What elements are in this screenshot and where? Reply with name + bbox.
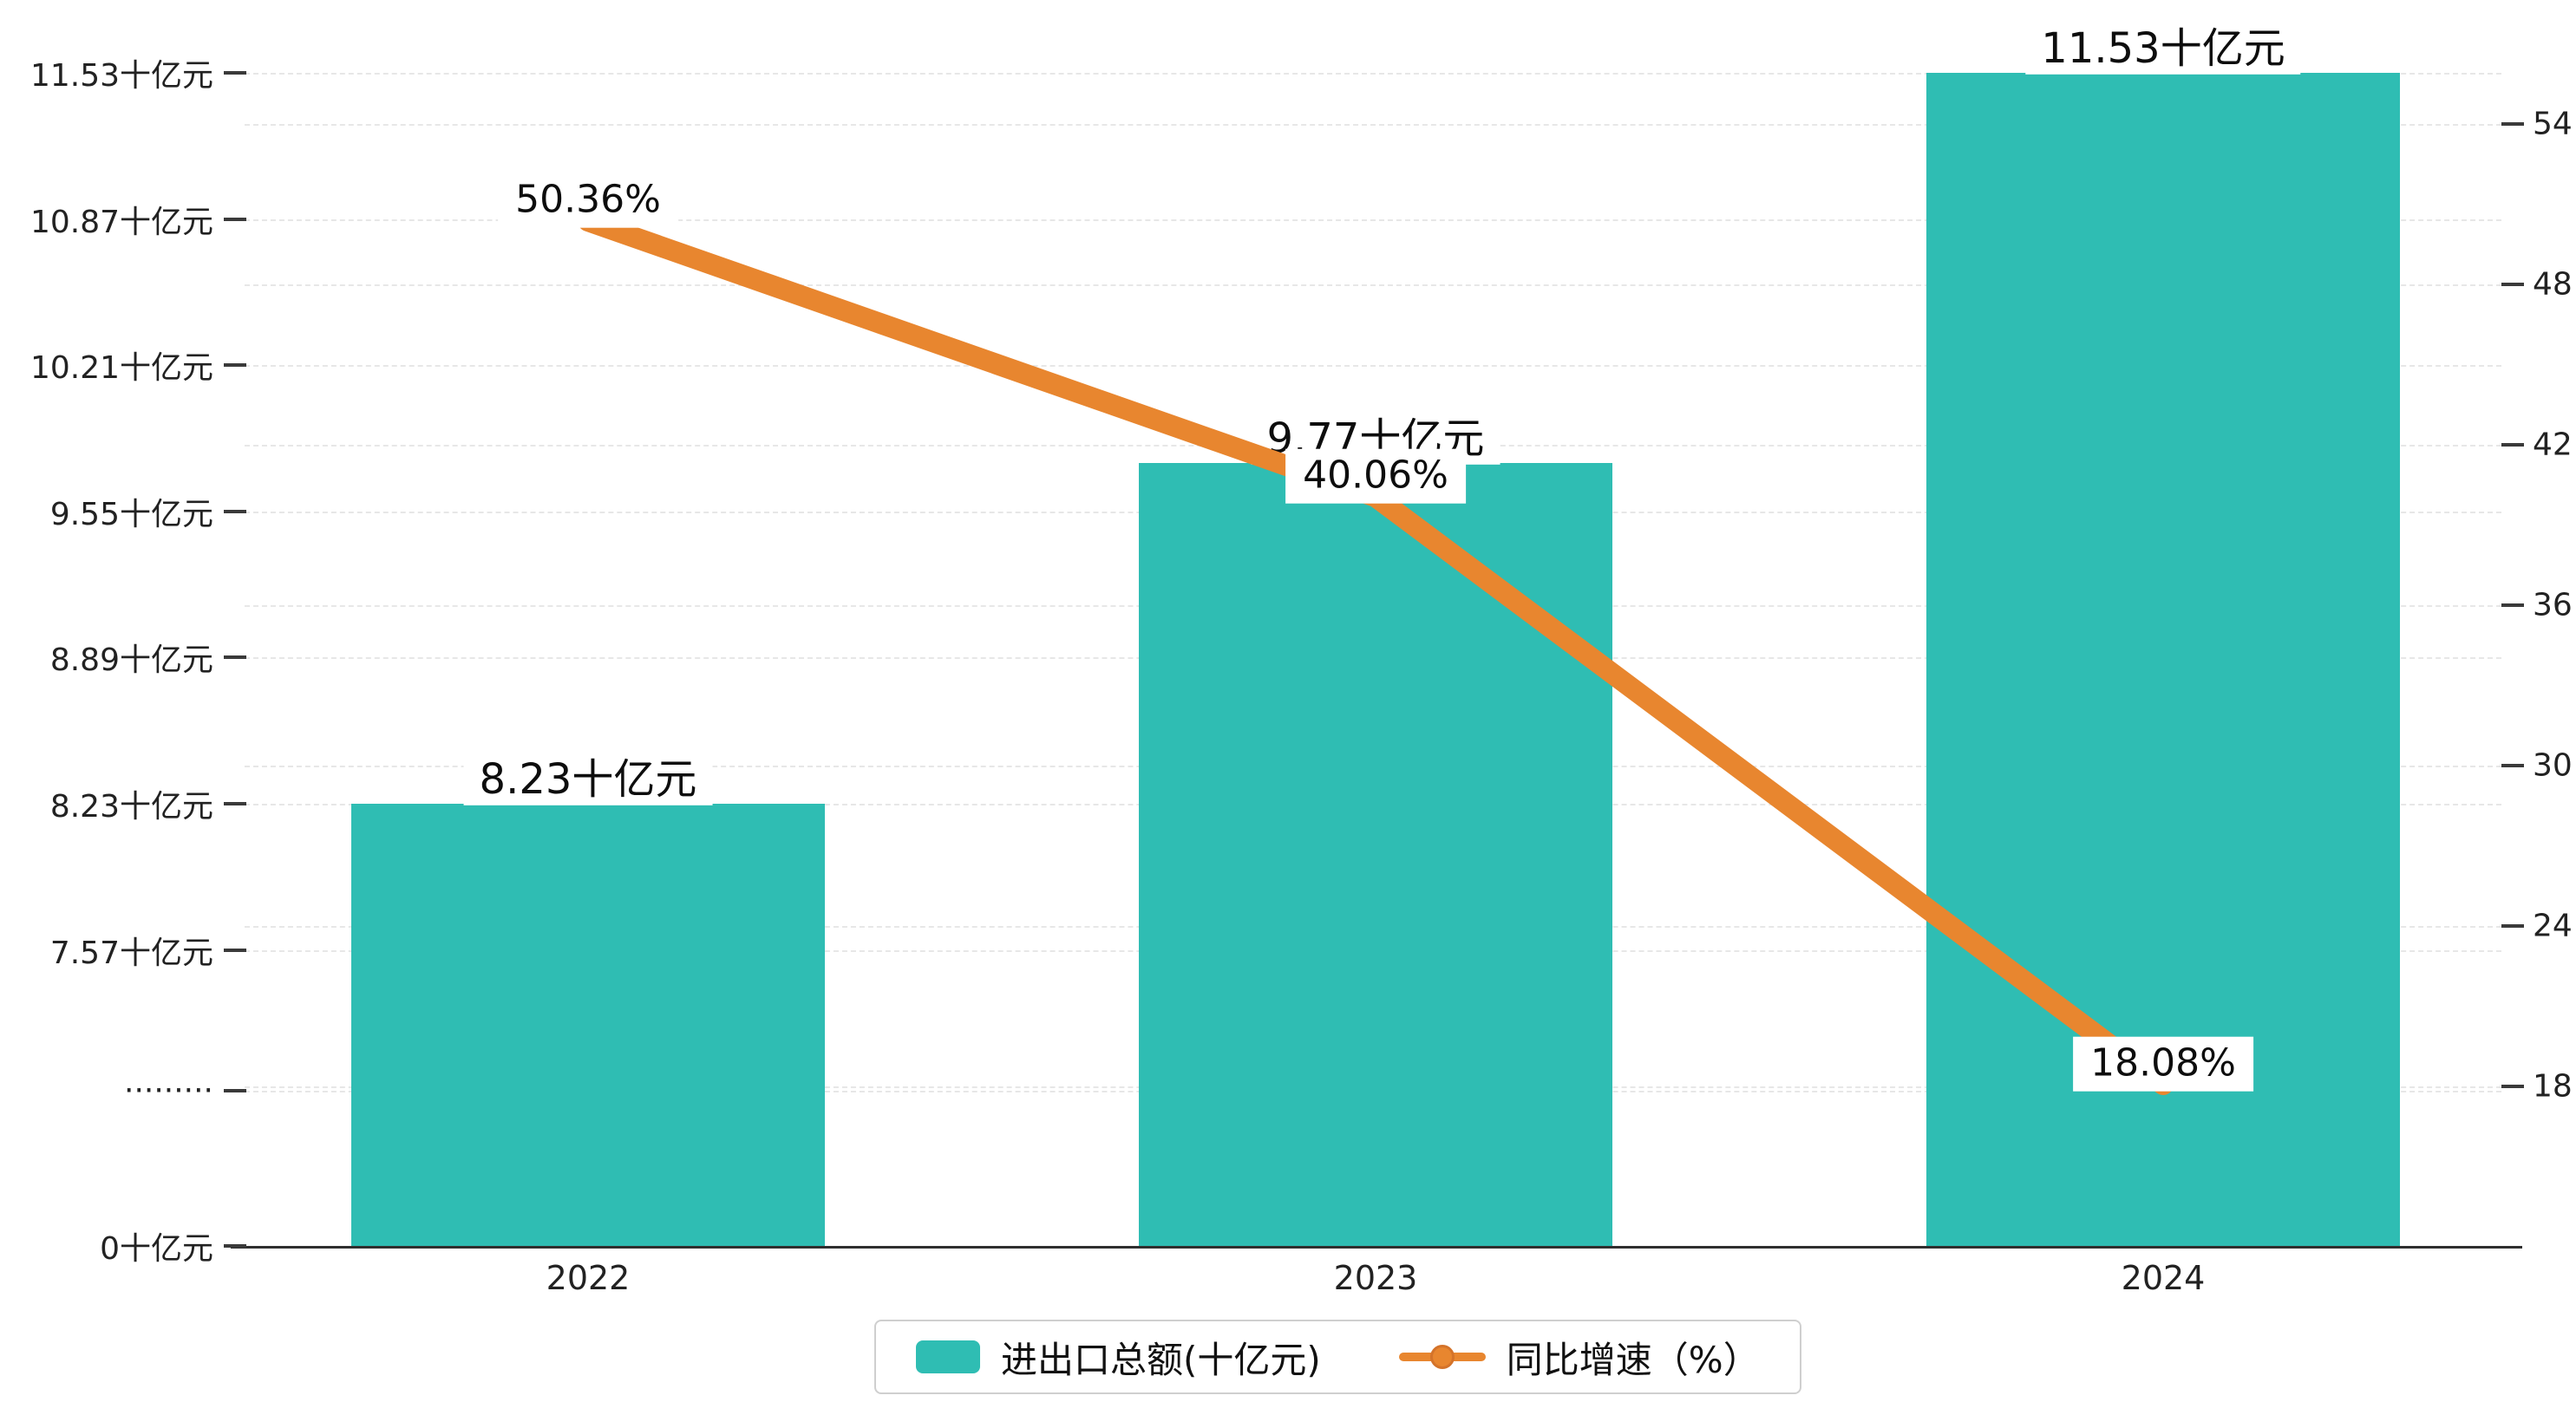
right-axis-tick-label: 24 [2533,908,2573,944]
right-axis-tick-mark [2501,764,2524,767]
left-axis-tick-mark [224,363,246,367]
right-axis-tick-mark [2501,1085,2524,1088]
x-axis-category-label: 2023 [1333,1259,1418,1297]
bar-value-label-2022: 8.23十亿元 [463,753,713,805]
right-axis-tick-label: 36 [2533,587,2573,623]
left-axis-tick-label: 8.89十亿元 [49,642,213,678]
legend-item-bar-series[interactable]: 进出口总额(十亿元) [916,1331,1321,1384]
right-axis-tick-mark [2501,924,2524,928]
left-axis-break-label: ········· [124,1073,213,1109]
bar-2023 [1139,463,1612,1246]
x-axis-category-label: 2024 [2121,1259,2206,1297]
right-axis-tick-label: 48 [2533,266,2573,303]
legend-line-label: 同比增速（%） [1506,1338,1760,1381]
gridline-left-axis [245,73,2501,75]
legend-line-marker-icon [1398,1338,1486,1376]
line-value-label-2022: 50.36% [498,173,678,228]
left-axis-tick-label: 8.23十亿元 [49,789,213,825]
left-axis-tick-mark [224,510,246,513]
left-axis-tick-label: 10.87十亿元 [29,205,213,240]
bar-2022 [351,804,825,1246]
right-axis-tick-label: 18 [2533,1068,2573,1105]
left-axis-tick-mark [224,802,246,805]
right-axis-tick-label: 54 [2533,106,2573,142]
left-axis-tick-mark [224,1089,246,1092]
left-axis-tick-mark [224,71,246,75]
left-axis-tick-mark [224,1244,246,1248]
right-axis-tick-mark [2501,122,2524,126]
left-axis-tick-mark [224,218,246,221]
left-axis-tick-mark [224,655,246,659]
left-axis-tick-label: 11.53十亿元 [29,58,213,94]
line-value-label-2024: 18.08% [2073,1036,2253,1092]
x-axis-category-label: 2022 [546,1259,631,1297]
legend-item-line-series[interactable]: 同比增速（%） [1398,1331,1760,1384]
gridline-right-axis [245,124,2501,126]
legend-bar-label: 进出口总额(十亿元) [1001,1338,1321,1381]
left-axis-tick-mark [224,949,246,952]
left-axis-tick-label: 7.57十亿元 [49,936,213,971]
left-axis-tick-label: 10.21十亿元 [29,350,213,386]
right-axis-tick-label: 42 [2533,427,2573,463]
right-axis-tick-mark [2501,603,2524,607]
right-axis-tick-label: 30 [2533,747,2573,784]
bar-value-label-2024: 11.53十亿元 [2025,23,2301,75]
right-axis-tick-mark [2501,283,2524,286]
right-axis-tick-mark [2501,443,2524,447]
left-axis-tick-label: 0十亿元 [100,1231,213,1267]
line-value-label-2023: 40.06% [1285,448,1466,504]
left-axis-tick-label: 9.55十亿元 [49,497,213,532]
x-axis-line [231,1246,2522,1249]
legend-bar-swatch-icon [916,1340,980,1373]
legend: 进出口总额(十亿元) 同比增速（%） [874,1320,1801,1394]
